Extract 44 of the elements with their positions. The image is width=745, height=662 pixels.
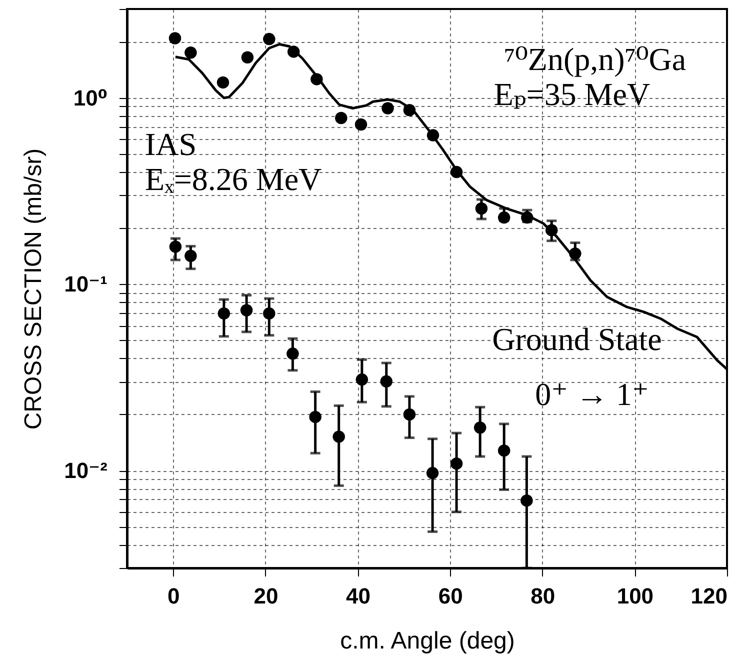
- point: [354, 118, 368, 131]
- point: [332, 430, 345, 443]
- y-tick-label: 10⁰: [73, 85, 108, 110]
- y-tick-label: 10⁻¹: [64, 272, 108, 297]
- annotation: 0⁺ → 1⁺: [535, 376, 649, 412]
- x-tick-label: 40: [346, 584, 371, 608]
- point: [474, 422, 486, 434]
- y-tick-label: 10⁻²: [64, 458, 108, 484]
- annotation: ⁷⁰Zn(p,n)⁷⁰Ga: [504, 41, 686, 77]
- annotation: Ground State: [492, 321, 662, 357]
- point: [263, 32, 276, 46]
- point: [286, 348, 299, 360]
- point: [382, 102, 394, 114]
- point: [450, 457, 463, 470]
- y-axis-title: CROSS SECTION (mb/sr): [20, 148, 48, 430]
- point: [169, 240, 182, 253]
- point: [218, 307, 230, 320]
- point: [498, 444, 510, 457]
- point: [241, 51, 254, 64]
- x-tick-label: 80: [530, 584, 556, 608]
- point: [498, 211, 510, 224]
- point: [426, 466, 439, 480]
- x-tick-label: 60: [438, 584, 463, 608]
- point: [520, 494, 533, 507]
- x-tick-label: 20: [254, 584, 278, 608]
- point: [403, 408, 416, 421]
- point: [216, 76, 230, 89]
- annotation: Eₚ=35 MeV: [494, 76, 650, 112]
- point: [263, 307, 276, 320]
- point: [335, 112, 348, 124]
- point: [309, 410, 322, 424]
- x-axis-title: c.m. Angle (deg): [340, 628, 515, 654]
- point: [380, 375, 393, 388]
- x-tick-label: 100: [616, 584, 654, 608]
- annotation: Eₓ=8.26 MeV: [145, 161, 322, 197]
- point: [184, 46, 197, 59]
- point: [240, 304, 253, 316]
- point: [184, 250, 197, 262]
- x-tick-label: 120: [690, 584, 728, 608]
- x-tick-label: 0: [168, 584, 180, 608]
- point: [356, 373, 368, 386]
- point: [475, 202, 488, 215]
- point: [168, 32, 182, 44]
- annotation: IAS: [145, 126, 197, 162]
